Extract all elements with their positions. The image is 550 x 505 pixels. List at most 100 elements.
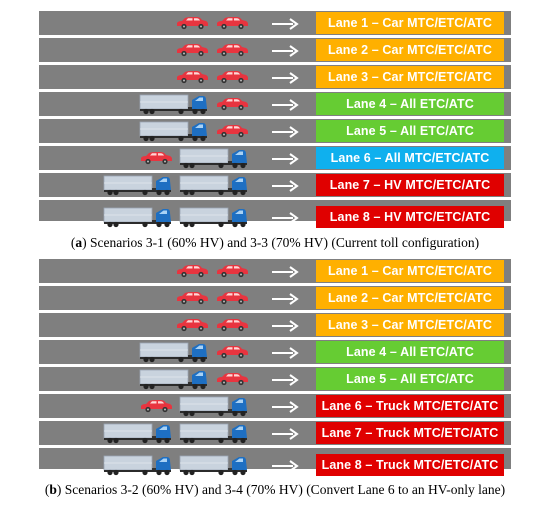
panel-a-lane-4: Lane 4 – All ETC/ATC	[39, 92, 511, 116]
lane-marking	[39, 197, 511, 200]
lane-marking	[39, 445, 511, 448]
lane-label: Lane 6 – All MTC/ETC/ATC	[316, 147, 504, 169]
arrow-right-icon	[271, 125, 299, 143]
panel-a-lane-2: Lane 2 – Car MTC/ETC/ATC	[39, 38, 511, 62]
panel-b-lane-5: Lane 5 – All ETC/ATC	[39, 367, 511, 391]
arrow-right-icon	[271, 292, 299, 310]
arrow-right-icon	[271, 211, 299, 229]
panel-b-lane-4: Lane 4 – All ETC/ATC	[39, 340, 511, 364]
lane-marking	[39, 170, 511, 173]
panel-b-lane-8: Lane 8 – Truck MTC/ETC/ATC	[39, 453, 511, 477]
caption-a-text: Scenarios 3-1 (60% HV) and 3-3 (70% HV) …	[89, 235, 480, 250]
truck-icon	[139, 120, 209, 147]
arrow-right-icon	[271, 346, 299, 364]
lane-label: Lane 1 – Car MTC/ETC/ATC	[316, 12, 504, 34]
caption-b: (b) Scenarios 3-2 (60% HV) and 3-4 (70% …	[44, 482, 506, 497]
panel-a-lane-3: Lane 3 – Car MTC/ETC/ATC	[39, 65, 511, 89]
caption-a: (a) Scenarios 3-1 (60% HV) and 3-3 (70% …	[70, 235, 480, 250]
lane-marking	[39, 364, 511, 367]
arrow-right-icon	[271, 265, 299, 283]
lane-marking	[39, 418, 511, 421]
arrow-right-icon	[271, 152, 299, 170]
panel-b-lane-6: Lane 6 – Truck MTC/ETC/ATC	[39, 394, 511, 418]
panel-b-toll-plaza: Lane 1 – Car MTC/ETC/ATC Lane 2 – Car MTC…	[39, 256, 511, 476]
truck-icon	[179, 422, 249, 449]
lane-marking	[39, 256, 511, 259]
lane-marking	[39, 337, 511, 340]
lane-label: Lane 8 – Truck MTC/ETC/ATC	[316, 454, 504, 476]
panel-a-lane-8: Lane 8 – HV MTC/ETC/ATC	[39, 205, 511, 229]
lane-marking	[39, 391, 511, 394]
lane-label: Lane 6 – Truck MTC/ETC/ATC	[316, 395, 504, 417]
car-icon	[175, 43, 209, 62]
arrow-right-icon	[271, 319, 299, 337]
arrow-right-icon	[271, 71, 299, 89]
truck-icon	[103, 206, 173, 233]
car-icon	[175, 291, 209, 310]
car-icon	[215, 43, 249, 62]
truck-icon	[179, 395, 249, 422]
lane-label: Lane 4 – All ETC/ATC	[316, 93, 504, 115]
car-icon	[175, 16, 209, 35]
truck-icon	[103, 174, 173, 201]
car-icon	[215, 291, 249, 310]
arrow-right-icon	[271, 98, 299, 116]
caption-b-label: b	[49, 482, 57, 497]
panel-a-lane-7: Lane 7 – HV MTC/ETC/ATC	[39, 173, 511, 197]
car-icon	[215, 372, 249, 391]
lane-label: Lane 3 – Car MTC/ETC/ATC	[316, 66, 504, 88]
caption-a-label: a	[75, 235, 83, 250]
lane-marking	[39, 89, 511, 92]
car-icon	[215, 264, 249, 283]
car-icon	[175, 264, 209, 283]
lane-label: Lane 2 – Car MTC/ETC/ATC	[316, 287, 504, 309]
lane-marking	[39, 8, 511, 11]
panel-a-lane-5: Lane 5 – All ETC/ATC	[39, 119, 511, 143]
arrow-right-icon	[271, 44, 299, 62]
car-icon	[175, 70, 209, 89]
lane-label: Lane 1 – Car MTC/ETC/ATC	[316, 260, 504, 282]
arrow-right-icon	[271, 427, 299, 445]
lane-marking	[39, 35, 511, 38]
lane-marking	[39, 62, 511, 65]
lane-label: Lane 8 – HV MTC/ETC/ATC	[316, 206, 504, 228]
panel-a-lane-1: Lane 1 – Car MTC/ETC/ATC	[39, 11, 511, 35]
arrow-right-icon	[271, 17, 299, 35]
truck-icon	[179, 147, 249, 174]
car-icon	[215, 124, 249, 143]
panel-a-lane-6: Lane 6 – All MTC/ETC/ATC	[39, 146, 511, 170]
arrow-right-icon	[271, 373, 299, 391]
lane-label: Lane 3 – Car MTC/ETC/ATC	[316, 314, 504, 336]
lane-marking	[39, 469, 511, 472]
lane-label: Lane 2 – Car MTC/ETC/ATC	[316, 39, 504, 61]
lane-label: Lane 4 – All ETC/ATC	[316, 341, 504, 363]
lane-label: Lane 7 – Truck MTC/ETC/ATC	[316, 422, 504, 444]
car-icon	[215, 70, 249, 89]
panel-b-lane-2: Lane 2 – Car MTC/ETC/ATC	[39, 286, 511, 310]
truck-icon	[103, 422, 173, 449]
car-icon	[215, 345, 249, 364]
lane-marking	[39, 310, 511, 313]
lane-label: Lane 5 – All ETC/ATC	[316, 120, 504, 142]
arrow-right-icon	[271, 179, 299, 197]
truck-icon	[139, 93, 209, 120]
car-icon	[215, 97, 249, 116]
car-icon	[139, 399, 173, 418]
panel-b-lane-3: Lane 3 – Car MTC/ETC/ATC	[39, 313, 511, 337]
panel-b-lane-7: Lane 7 – Truck MTC/ETC/ATC	[39, 421, 511, 445]
caption-b-text: Scenarios 3-2 (60% HV) and 3-4 (70% HV) …	[64, 482, 506, 497]
lane-label: Lane 7 – HV MTC/ETC/ATC	[316, 174, 504, 196]
car-icon	[175, 318, 209, 337]
lane-label: Lane 5 – All ETC/ATC	[316, 368, 504, 390]
car-icon	[215, 318, 249, 337]
truck-icon	[179, 454, 249, 481]
car-icon	[215, 16, 249, 35]
panel-b-lane-1: Lane 1 – Car MTC/ETC/ATC	[39, 259, 511, 283]
lane-marking	[39, 116, 511, 119]
arrow-right-icon	[271, 400, 299, 418]
truck-icon	[139, 368, 209, 395]
truck-icon	[179, 206, 249, 233]
car-icon	[139, 151, 173, 170]
panel-a-toll-plaza: Lane 1 – Car MTC/ETC/ATC Lane 2 – Car MTC…	[39, 8, 511, 228]
truck-icon	[179, 174, 249, 201]
